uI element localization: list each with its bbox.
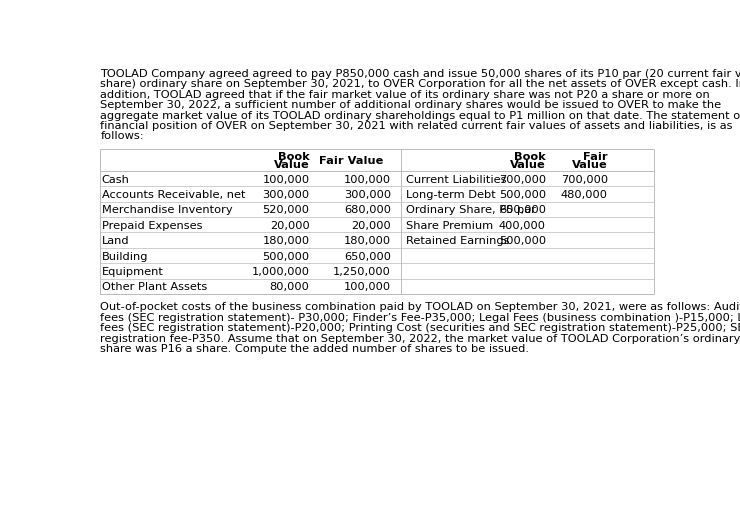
Text: 180,000: 180,000 <box>263 236 309 246</box>
Text: Book: Book <box>514 152 546 162</box>
Text: 520,000: 520,000 <box>263 206 309 215</box>
Text: 700,000: 700,000 <box>499 175 546 184</box>
Text: 1,250,000: 1,250,000 <box>333 267 391 277</box>
Text: 180,000: 180,000 <box>344 236 391 246</box>
Text: 500,000: 500,000 <box>263 251 309 262</box>
Text: Book: Book <box>278 152 309 162</box>
Text: 480,000: 480,000 <box>561 190 608 200</box>
Text: Ordinary Share, P5 par: Ordinary Share, P5 par <box>406 206 536 215</box>
Text: fees (SEC registration statement)- P30,000; Finder’s Fee-P35,000; Legal Fees (bu: fees (SEC registration statement)- P30,0… <box>100 313 740 323</box>
Text: Share Premium: Share Premium <box>406 221 494 231</box>
Text: 680,000: 680,000 <box>344 206 391 215</box>
Text: Value: Value <box>510 160 546 170</box>
Text: 600,000: 600,000 <box>499 206 546 215</box>
Text: share was P16 a share. Compute the added number of shares to be issued.: share was P16 a share. Compute the added… <box>100 344 529 354</box>
Text: 100,000: 100,000 <box>263 175 309 184</box>
Text: Fair Value: Fair Value <box>319 156 383 166</box>
Text: 80,000: 80,000 <box>269 282 309 292</box>
Text: Land: Land <box>102 236 130 246</box>
Text: Other Plant Assets: Other Plant Assets <box>102 282 207 292</box>
Text: Cash: Cash <box>102 175 130 184</box>
Text: TOOLAD Company agreed agreed to pay P850,000 cash and issue 50,000 shares of its: TOOLAD Company agreed agreed to pay P850… <box>100 69 740 79</box>
Text: 650,000: 650,000 <box>344 251 391 262</box>
Text: September 30, 2022, a sufficient number of additional ordinary shares would be i: September 30, 2022, a sufficient number … <box>100 100 722 110</box>
Text: registration fee-P350. Assume that on September 30, 2022, the market value of TO: registration fee-P350. Assume that on Se… <box>100 334 740 343</box>
Text: Out-of-pocket costs of the business combination paid by TOOLAD on September 30, : Out-of-pocket costs of the business comb… <box>100 302 740 313</box>
Text: 100,000: 100,000 <box>344 175 391 184</box>
Text: Prepaid Expenses: Prepaid Expenses <box>102 221 202 231</box>
Text: 20,000: 20,000 <box>270 221 309 231</box>
Text: 700,000: 700,000 <box>561 175 608 184</box>
Text: aggregate market value of its TOOLAD ordinary shareholdings equal to P1 million : aggregate market value of its TOOLAD ord… <box>100 111 740 121</box>
Text: share) ordinary share on September 30, 2021, to OVER Corporation for all the net: share) ordinary share on September 30, 2… <box>100 79 740 89</box>
Text: follows:: follows: <box>100 131 144 141</box>
Text: Long-term Debt: Long-term Debt <box>406 190 496 200</box>
Text: 400,000: 400,000 <box>499 221 546 231</box>
Text: Merchandise Inventory: Merchandise Inventory <box>102 206 232 215</box>
Text: 300,000: 300,000 <box>263 190 309 200</box>
Text: 500,000: 500,000 <box>499 190 546 200</box>
Text: Retained Earnings: Retained Earnings <box>406 236 510 246</box>
Text: 300,000: 300,000 <box>344 190 391 200</box>
Text: Accounts Receivable, net: Accounts Receivable, net <box>102 190 245 200</box>
Text: fees (SEC registration statement)-P20,000; Printing Cost (securities and SEC reg: fees (SEC registration statement)-P20,00… <box>100 323 740 333</box>
Text: 20,000: 20,000 <box>351 221 391 231</box>
Text: Current Liabilities: Current Liabilities <box>406 175 507 184</box>
Text: Equipment: Equipment <box>102 267 164 277</box>
Text: Building: Building <box>102 251 148 262</box>
Text: 100,000: 100,000 <box>344 282 391 292</box>
Text: 1,000,000: 1,000,000 <box>252 267 309 277</box>
Text: Value: Value <box>572 160 608 170</box>
Text: Fair: Fair <box>583 152 608 162</box>
Text: addition, TOOLAD agreed that if the fair market value of its ordinary share was : addition, TOOLAD agreed that if the fair… <box>100 90 710 100</box>
Text: financial position of OVER on September 30, 2021 with related current fair value: financial position of OVER on September … <box>100 121 733 131</box>
Text: Value: Value <box>274 160 309 170</box>
Text: 500,000: 500,000 <box>499 236 546 246</box>
